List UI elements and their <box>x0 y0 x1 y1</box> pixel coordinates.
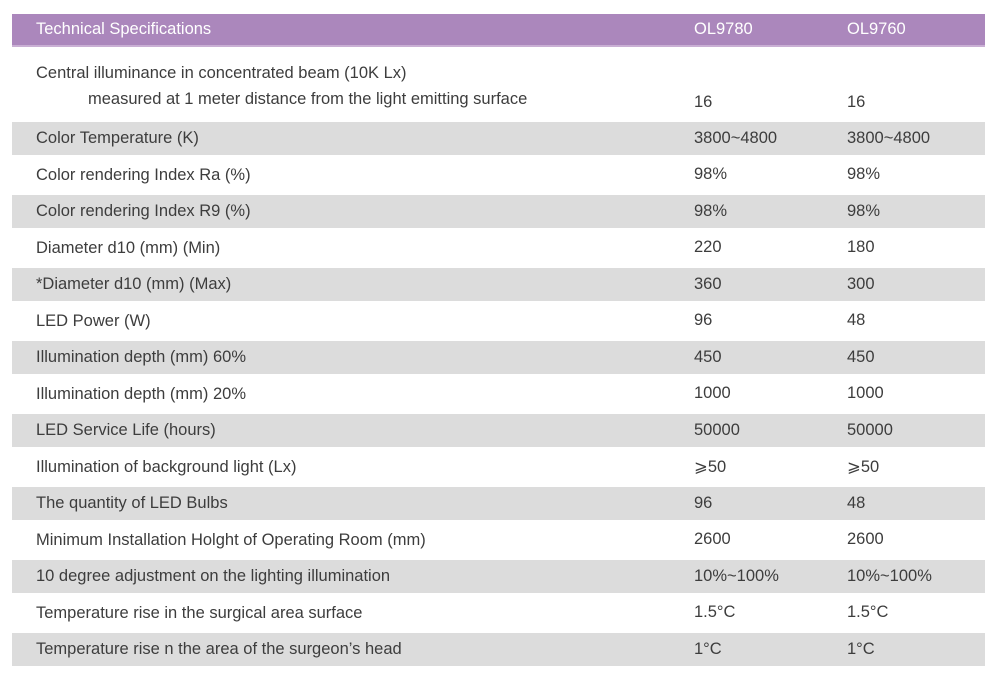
spec-value-ol9780: 450 <box>694 347 722 366</box>
spec-label: LED Service Life (hours) <box>12 417 694 443</box>
spec-label: Color rendering Index R9 (%) <box>12 198 694 224</box>
spec-value-ol9780: 96 <box>694 493 713 512</box>
spec-label-line: Color rendering Index Ra (%) <box>36 165 251 184</box>
spec-value-ol9780: 96 <box>694 311 713 330</box>
spec-label-line: Illumination depth (mm) 60% <box>36 348 247 367</box>
spec-label-line: Illumination depth (mm) 20% <box>36 384 247 403</box>
spec-label-line: Color rendering Index R9 (%) <box>36 202 251 221</box>
spec-label-line: *Diameter d10 (mm) (Max) <box>36 275 232 294</box>
spec-value-ol9760: 48 <box>847 493 866 512</box>
table-header: Technical Specifications OL9780 OL9760 <box>12 14 985 47</box>
table-row: Illumination depth (mm) 60% 450 450 <box>12 339 985 376</box>
spec-label: Illumination of background light (Lx) <box>12 454 694 480</box>
spec-label: Color Temperature (K) <box>12 125 694 151</box>
column-header-ol9760: OL9760 <box>847 20 906 38</box>
table-row: Central illuminance in concentrated beam… <box>12 47 985 120</box>
table-row: Minimum Installation Holght of Operating… <box>12 522 985 559</box>
spec-label: Illumination depth (mm) 60% <box>12 344 694 370</box>
spec-value-ol9780: 98% <box>694 201 728 220</box>
table-row: Temperature rise in the surgical area su… <box>12 595 985 632</box>
spec-value-ol9780: 2600 <box>694 530 731 549</box>
table-row: LED Power (W) 96 48 <box>12 303 985 340</box>
spec-label: LED Power (W) <box>12 308 694 334</box>
spec-value-ol9760: ⩾50 <box>847 457 880 476</box>
spec-label: Central illuminance in concentrated beam… <box>12 60 694 112</box>
spec-label: 10 degree adjustment on the lighting ill… <box>12 563 694 589</box>
table-row: The quantity of LED Bulbs 96 48 <box>12 485 985 522</box>
spec-label-line: Color Temperature (K) <box>36 129 199 148</box>
table-row: Color Temperature (K) 3800~4800 3800~4800 <box>12 120 985 157</box>
spec-label-line: Temperature rise n the area of the surge… <box>36 640 402 659</box>
spec-label-line: LED Service Life (hours) <box>36 421 216 440</box>
table-row: 10 degree adjustment on the lighting ill… <box>12 558 985 595</box>
spec-value-ol9780: 3800~4800 <box>694 128 778 147</box>
spec-label: Diameter d10 (mm) (Min) <box>12 235 694 261</box>
spec-label-line: 10 degree adjustment on the lighting ill… <box>36 567 391 586</box>
spec-label-line: The quantity of LED Bulbs <box>36 494 228 513</box>
spec-label-line: Temperature rise in the surgical area su… <box>36 603 363 622</box>
spec-label: Illumination depth (mm) 20% <box>12 381 694 407</box>
spec-label-line: Diameter d10 (mm) (Min) <box>36 238 221 257</box>
spec-label: Color rendering Index Ra (%) <box>12 162 694 188</box>
spec-table: Technical Specifications OL9780 OL9760 C… <box>12 14 985 668</box>
spec-label: *Diameter d10 (mm) (Max) <box>12 271 694 297</box>
table-body: Central illuminance in concentrated beam… <box>12 47 985 668</box>
table-row: Temperature rise n the area of the surge… <box>12 631 985 668</box>
table-row: Illumination depth (mm) 20% 1000 1000 <box>12 376 985 413</box>
spec-value-ol9780: 1.5°C <box>694 603 736 622</box>
spec-value-ol9760: 50000 <box>847 420 893 439</box>
spec-value-ol9780: 16 <box>694 93 713 111</box>
spec-value-ol9760: 2600 <box>847 530 884 549</box>
spec-value-ol9780: 220 <box>694 238 722 257</box>
spec-label-line: measured at 1 meter distance from the li… <box>88 90 528 108</box>
spec-value-ol9780: 1000 <box>694 384 731 403</box>
spec-label: The quantity of LED Bulbs <box>12 490 694 516</box>
spec-value-ol9760: 180 <box>847 238 875 257</box>
table-row: Color rendering Index Ra (%) 98% 98% <box>12 157 985 194</box>
table-row: Diameter d10 (mm) (Min) 220 180 <box>12 230 985 267</box>
spec-value-ol9760: 450 <box>847 347 875 366</box>
spec-value-ol9760: 16 <box>847 93 866 111</box>
spec-label-line: Illumination of background light (Lx) <box>36 457 297 476</box>
spec-label-line: Minimum Installation Holght of Operating… <box>36 530 426 549</box>
spec-label-line: Central illuminance in concentrated beam… <box>36 64 407 82</box>
spec-value-ol9760: 98% <box>847 201 881 220</box>
spec-value-ol9780: 1°C <box>694 639 722 658</box>
spec-value-ol9780: 360 <box>694 274 722 293</box>
spec-label: Minimum Installation Holght of Operating… <box>12 527 694 553</box>
spec-label: Temperature rise in the surgical area su… <box>12 600 694 626</box>
table-row: *Diameter d10 (mm) (Max) 360 300 <box>12 266 985 303</box>
spec-value-ol9760: 1°C <box>847 639 875 658</box>
spec-value-ol9760: 10%~100% <box>847 566 932 585</box>
spec-label: Temperature rise n the area of the surge… <box>12 636 694 662</box>
spec-value-ol9780: ⩾50 <box>694 457 727 476</box>
spec-value-ol9760: 1000 <box>847 384 884 403</box>
spec-value-ol9760: 1.5°C <box>847 603 889 622</box>
table-row: Color rendering Index R9 (%) 98% 98% <box>12 193 985 230</box>
spec-value-ol9780: 10%~100% <box>694 566 779 585</box>
spec-value-ol9760: 48 <box>847 311 866 330</box>
table-row: Illumination of background light (Lx) ⩾50… <box>12 449 985 486</box>
spec-value-ol9760: 98% <box>847 165 881 184</box>
table-title: Technical Specifications <box>36 20 212 38</box>
table-row: LED Service Life (hours) 50000 50000 <box>12 412 985 449</box>
spec-value-ol9780: 98% <box>694 165 728 184</box>
spec-value-ol9760: 300 <box>847 274 875 293</box>
spec-value-ol9780: 50000 <box>694 420 740 439</box>
column-header-ol9780: OL9780 <box>694 20 753 38</box>
spec-value-ol9760: 3800~4800 <box>847 128 931 147</box>
spec-label-line: LED Power (W) <box>36 311 151 330</box>
